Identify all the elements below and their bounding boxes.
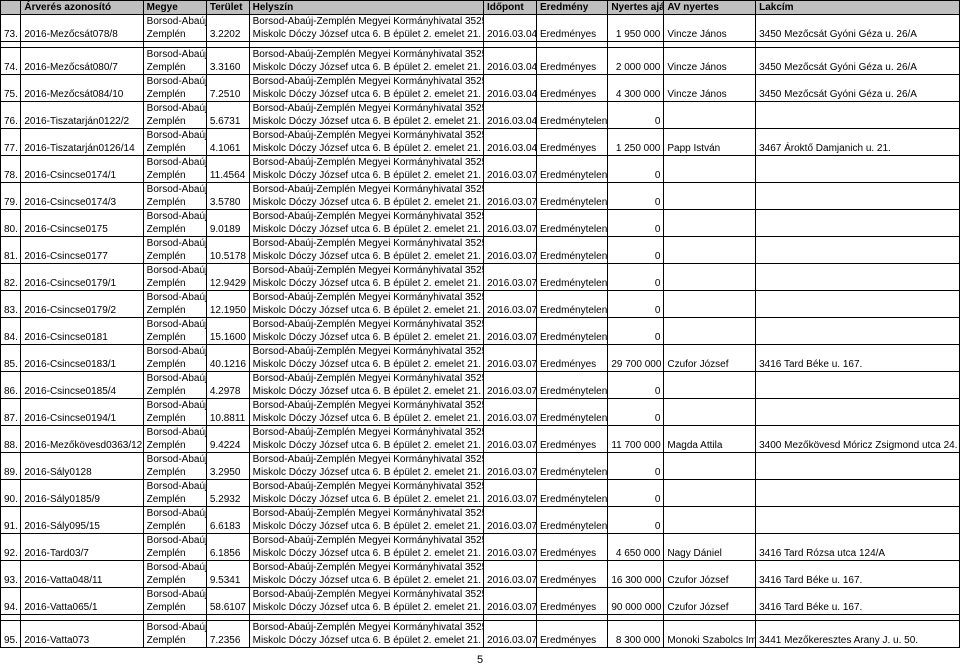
col-header-megye: Megye [143,1,206,15]
table-row: 88.2016-Mezőkövesd0363/12Zemplén9.4224Mi… [1,439,960,453]
page-number: 5 [0,648,960,672]
table-row-upper: Borsod-Abaúj-Borsod-Abaúj-Zemplén Megyei… [1,453,960,467]
table-row: 73.2016-Mezőcsát078/8Zemplén3.2202Miskol… [1,28,960,42]
table-row-upper: Borsod-Abaúj-Borsod-Abaúj-Zemplén Megyei… [1,480,960,494]
table-row: 76.2016-Tiszatarján0122/2Zemplén5.6731Mi… [1,115,960,129]
table-row-upper: Borsod-Abaúj-Borsod-Abaúj-Zemplén Megyei… [1,210,960,224]
table-row: 84.2016-Csincse0181Zemplén15.1600Miskolc… [1,331,960,345]
col-header-id: Árverés azonosító [21,1,143,15]
col-header-eredmeny: Eredmény [537,1,608,15]
table-row-upper: Borsod-Abaúj-Borsod-Abaúj-Zemplén Megyei… [1,372,960,386]
table-row: 83.2016-Csincse0179/2Zemplén12.1950Misko… [1,304,960,318]
table-row-upper: Borsod-Abaúj-Borsod-Abaúj-Zemplén Megyei… [1,399,960,413]
table-row: 74.2016-Mezőcsát080/7Zemplén3.3160Miskol… [1,61,960,75]
table-row: 87.2016-Csincse0194/1Zemplén10.8811Misko… [1,412,960,426]
col-header-idopont: Időpont [484,1,537,15]
col-header-lakcim: Lakcím [756,1,960,15]
col-header-ajanlat: Nyertes ajánlat [608,1,664,15]
table-row: 80.2016-Csincse0175Zemplén9.0189Miskolc … [1,223,960,237]
table-row: 85.2016-Csincse0183/1Zemplén40.1216Misko… [1,358,960,372]
table-row: 95.2016-Vatta073Zemplén7.2356Miskolc Dóc… [1,634,960,648]
table-header: Árverés azonosító Megye Terület Helyszín… [1,1,960,15]
col-header-helyszin: Helyszín [249,1,483,15]
table-row-upper: Borsod-Abaúj-Borsod-Abaúj-Zemplén Megyei… [1,426,960,440]
table-row-upper: Borsod-Abaúj-Borsod-Abaúj-Zemplén Megyei… [1,183,960,197]
table-row-upper: Borsod-Abaúj-Borsod-Abaúj-Zemplén Megyei… [1,237,960,251]
table-row: 86.2016-Csincse0185/4Zemplén4.2978Miskol… [1,385,960,399]
col-header-num [1,1,21,15]
table-row: 81.2016-Csincse0177Zemplén10.5178Miskolc… [1,250,960,264]
table-row: 82.2016-Csincse0179/1Zemplén12.9429Misko… [1,277,960,291]
table-row: 91.2016-Sály095/15Zemplén6.6183Miskolc D… [1,520,960,534]
table-row-upper: Borsod-Abaúj-Borsod-Abaúj-Zemplén Megyei… [1,561,960,575]
table-row-upper: Borsod-Abaúj-Borsod-Abaúj-Zemplén Megyei… [1,345,960,359]
auction-table: Árverés azonosító Megye Terület Helyszín… [0,0,960,648]
table-row-upper: Borsod-Abaúj-Borsod-Abaúj-Zemplén Megyei… [1,291,960,305]
table-row: 79.2016-Csincse0174/3Zemplén3.5780Miskol… [1,196,960,210]
table-row-upper: Borsod-Abaúj-Borsod-Abaúj-Zemplén Megyei… [1,129,960,143]
table-row: 75.2016-Mezőcsát084/10Zemplén7.2510Misko… [1,88,960,102]
table-body: Borsod-Abaúj-Borsod-Abaúj-Zemplén Megyei… [1,15,960,648]
table-row: 89.2016-Sály0128Zemplén3.2950Miskolc Dóc… [1,466,960,480]
table-row: 78.2016-Csincse0174/1Zemplén11.4564Misko… [1,169,960,183]
table-row: 94.2016-Vatta065/1Zemplén58.6107Miskolc … [1,601,960,615]
table-row: 93.2016-Vatta048/11Zemplén9.5341Miskolc … [1,574,960,588]
table-row-upper: Borsod-Abaúj-Borsod-Abaúj-Zemplén Megyei… [1,534,960,548]
table-row: 90.2016-Sály0185/9Zemplén5.2932Miskolc D… [1,493,960,507]
col-header-nyertes: AV nyertes [664,1,756,15]
table-row-upper: Borsod-Abaúj-Borsod-Abaúj-Zemplén Megyei… [1,621,960,635]
table-row-upper: Borsod-Abaúj-Borsod-Abaúj-Zemplén Megyei… [1,48,960,62]
table-row: 77.2016-Tiszatarján0126/14Zemplén4.1061M… [1,142,960,156]
table-row-upper: Borsod-Abaúj-Borsod-Abaúj-Zemplén Megyei… [1,75,960,89]
table-row-upper: Borsod-Abaúj-Borsod-Abaúj-Zemplén Megyei… [1,588,960,602]
col-header-terulet: Terület [206,1,249,15]
table-row-upper: Borsod-Abaúj-Borsod-Abaúj-Zemplén Megyei… [1,15,960,29]
table-row-upper: Borsod-Abaúj-Borsod-Abaúj-Zemplén Megyei… [1,318,960,332]
table-row-upper: Borsod-Abaúj-Borsod-Abaúj-Zemplén Megyei… [1,156,960,170]
table-row-upper: Borsod-Abaúj-Borsod-Abaúj-Zemplén Megyei… [1,264,960,278]
table-row-upper: Borsod-Abaúj-Borsod-Abaúj-Zemplén Megyei… [1,507,960,521]
table-row-upper: Borsod-Abaúj-Borsod-Abaúj-Zemplén Megyei… [1,102,960,116]
table-row: 92.2016-Tard03/7Zemplén6.1856Miskolc Dóc… [1,547,960,561]
